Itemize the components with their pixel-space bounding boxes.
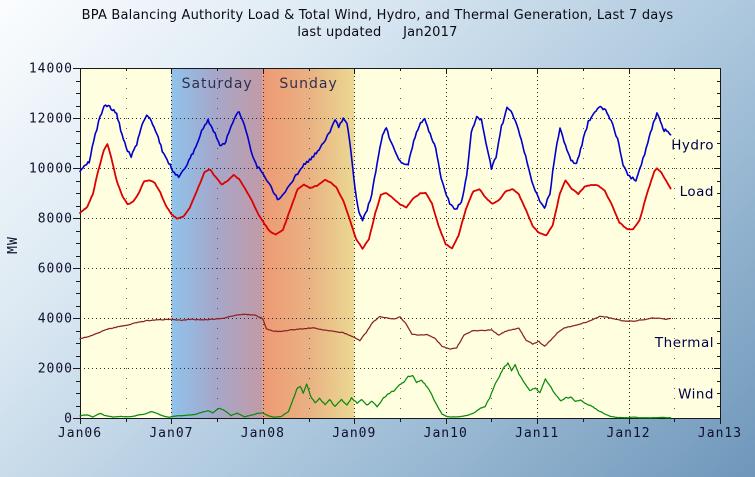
x-tick-label: Jan08	[241, 426, 285, 441]
chart-title: BPA Balancing Authority Load & Total Win…	[81, 8, 674, 23]
x-tick-label: Jan11	[515, 426, 559, 441]
chart-header: BPA Balancing Authority Load & Total Win…	[0, 7, 755, 41]
legend-label-wind: Wind	[678, 386, 714, 402]
y-tick-label: 10000	[29, 162, 73, 177]
series-line-thermal	[79, 313, 672, 350]
y-tick-label: 14000	[29, 62, 73, 77]
y-tick-label: 0	[64, 412, 73, 427]
legend-label-thermal: Thermal	[654, 335, 714, 351]
band-label-sunday: Sunday	[279, 76, 337, 92]
x-tick-label: Jan13	[698, 426, 742, 441]
band-sunday	[262, 68, 355, 418]
series-line-hydro	[79, 104, 672, 222]
x-tick-label: Jan06	[58, 426, 102, 441]
y-tick-label: 6000	[38, 262, 73, 277]
y-axis-title: MW	[6, 236, 21, 254]
data-series	[79, 104, 672, 419]
x-tick-label: Jan09	[332, 426, 376, 441]
weekend-bands	[80, 68, 720, 418]
y-tick-label: 12000	[29, 112, 73, 127]
axis-and-legend-labels: Saturday Sunday Jan06 Jan07 Jan08 Jan09 Jan10 J…	[29, 62, 742, 442]
y-tick-label: 8000	[38, 212, 73, 227]
x-tick-label: Jan10	[424, 426, 468, 441]
x-tick-label: Jan12	[607, 426, 651, 441]
x-tick-label: Jan07	[149, 426, 193, 441]
series-line-wind	[79, 362, 672, 419]
legend-label-hydro: Hydro	[671, 138, 714, 154]
series-line-load	[79, 143, 672, 250]
y-tick-label: 4000	[38, 312, 73, 327]
gridlines	[80, 68, 720, 418]
chart-subtitle: last updated Jan2017	[297, 25, 458, 40]
band-label-saturday: Saturday	[182, 76, 253, 92]
legend-label-load: Load	[680, 184, 714, 200]
y-tick-label: 2000	[38, 362, 73, 377]
band-saturday	[171, 68, 263, 418]
axes	[73, 68, 721, 424]
